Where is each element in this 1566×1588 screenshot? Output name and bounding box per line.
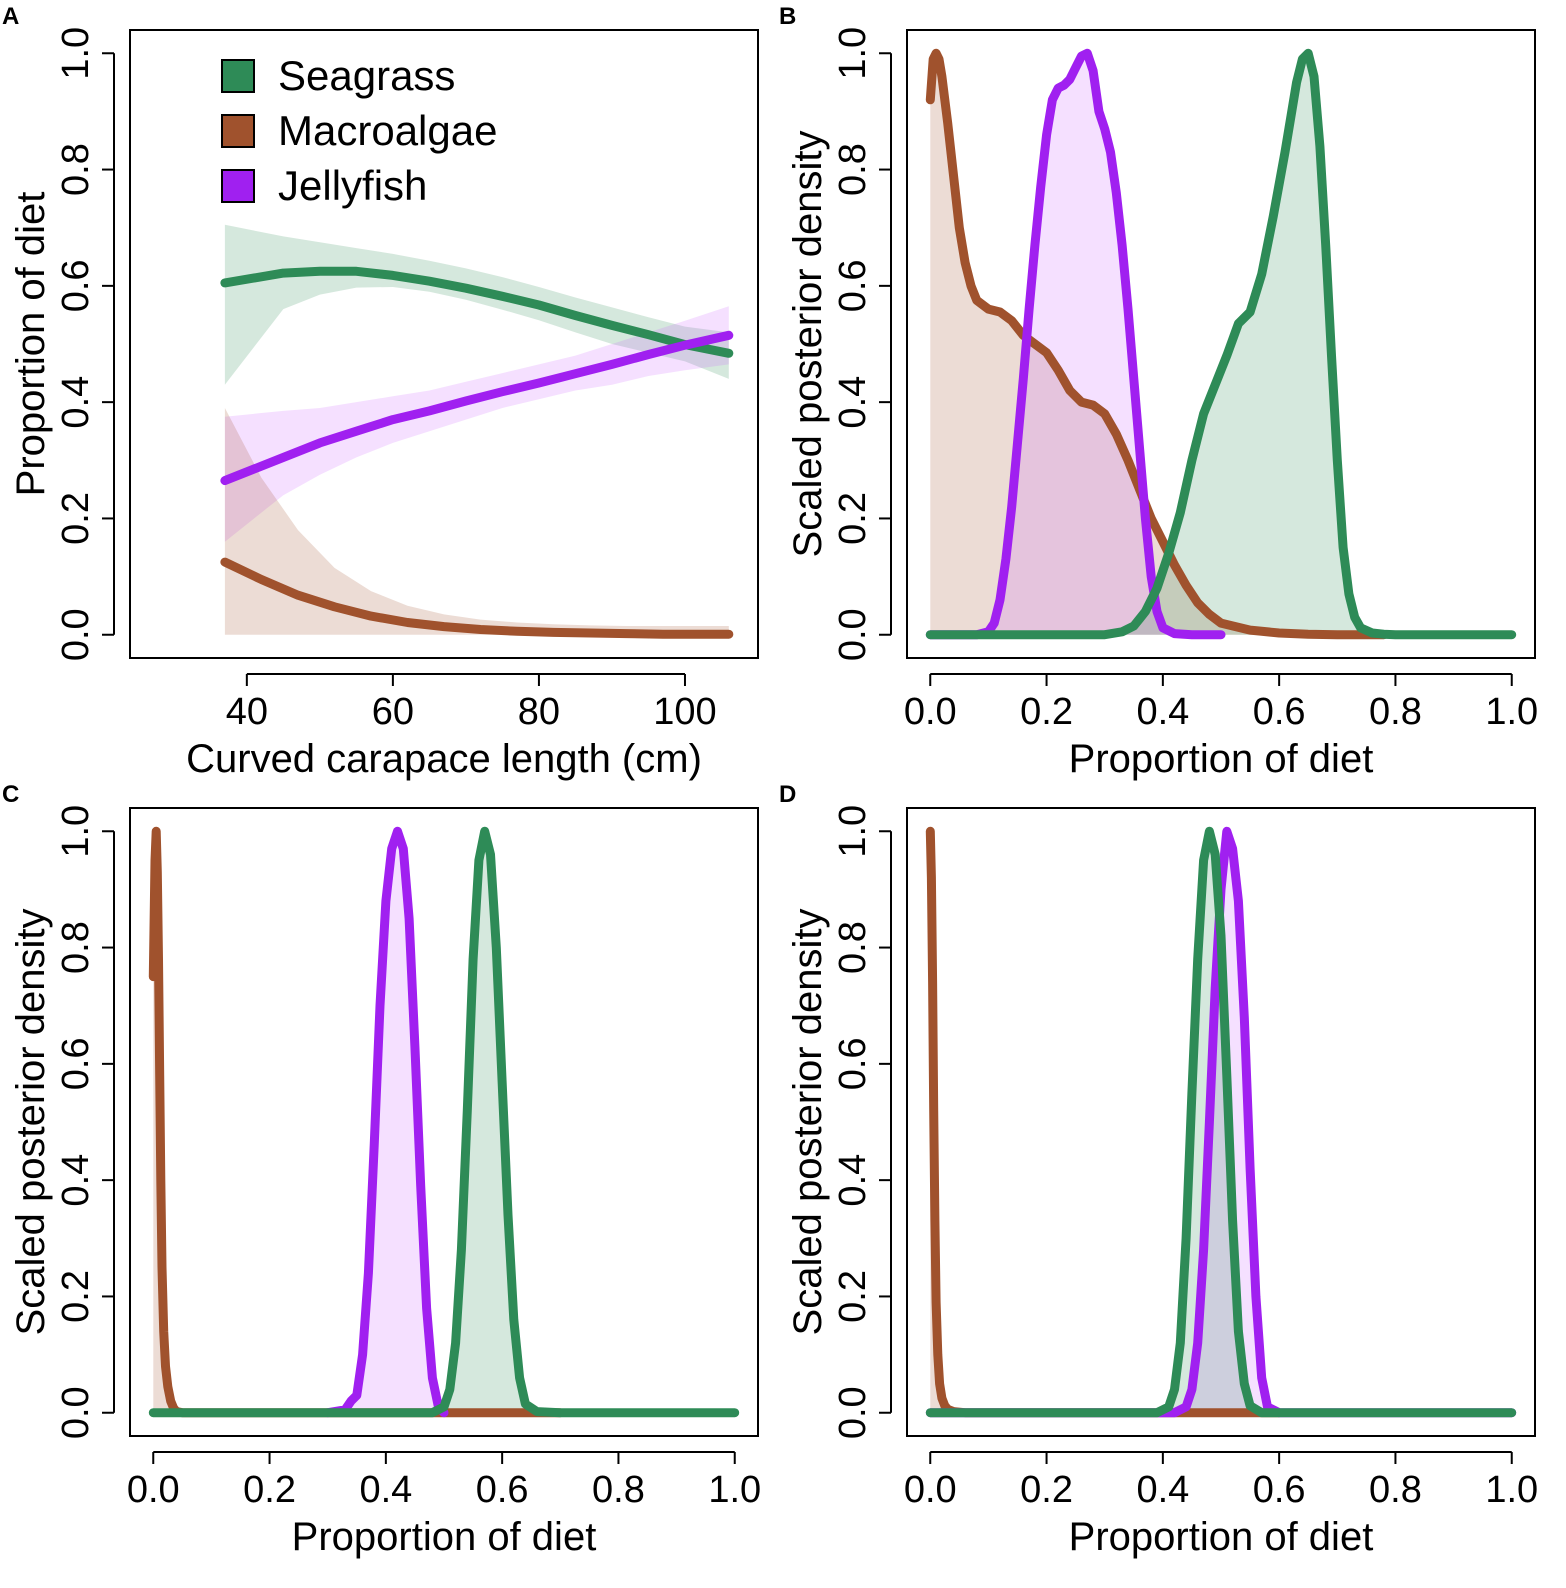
x-tick-label: 0.0 <box>904 691 957 733</box>
y-tick-label: 0.8 <box>55 143 97 196</box>
x-tick-label: 0.0 <box>127 1469 180 1511</box>
density-fill-seagrass <box>930 831 1512 1413</box>
y-axis-label: Scaled posterior density <box>9 909 53 1336</box>
panel-letter: B <box>779 3 796 30</box>
y-tick-label: 0.6 <box>55 259 97 312</box>
y-tick-label: 1.0 <box>55 805 97 858</box>
y-tick-label: 0.0 <box>832 608 874 661</box>
x-tick-label: 0.6 <box>476 1469 529 1511</box>
x-tick-label: 0.0 <box>904 1469 957 1511</box>
x-tick-label: 1.0 <box>1485 1469 1538 1511</box>
y-tick-label: 0.4 <box>832 376 874 429</box>
panel-d: D 0.0 0.2 0.4 0.6 0.8 1.0 Proportion of diet 0.0… <box>779 781 1538 1559</box>
y-tick-label: 1.0 <box>832 27 874 80</box>
x-tick-label: 0.2 <box>1020 691 1073 733</box>
series-line-seagrass <box>925 826 1517 1418</box>
x-tick-label: 0.4 <box>1136 1469 1189 1511</box>
density-fill-seagrass <box>930 53 1512 635</box>
x-axis-label: Proportion of diet <box>292 1515 597 1559</box>
ci-band-macroalgae <box>224 408 729 635</box>
plot-frame <box>129 29 759 659</box>
x-tick-label: 0.6 <box>1253 1469 1306 1511</box>
x-tick-label: 1.0 <box>708 1469 761 1511</box>
y-tick-label: 1.0 <box>55 27 97 80</box>
y-tick-label: 0.0 <box>55 608 97 661</box>
x-tick-label: 1.0 <box>1485 691 1538 733</box>
y-axis-label: Scaled posterior density <box>786 909 830 1336</box>
x-tick-label: 0.2 <box>1020 1469 1073 1511</box>
series-line-macroalgae <box>925 48 1389 640</box>
panel-b: B 0.0 0.2 0.4 0.6 0.8 1.0 Proportion of diet 0.0… <box>779 3 1538 781</box>
y-tick-label: 0.4 <box>832 1154 874 1207</box>
x-tick-label: 100 <box>653 691 716 733</box>
x-tick-label: 0.8 <box>1369 1469 1422 1511</box>
series-line-seagrass <box>925 48 1517 640</box>
density-fill-jellyfish <box>930 831 1512 1413</box>
y-tick-label: 0.2 <box>832 492 874 545</box>
x-tick-label: 0.4 <box>359 1469 412 1511</box>
y-tick-label: 0.0 <box>55 1386 97 1439</box>
x-axis-label: Curved carapace length (cm) <box>186 737 702 781</box>
x-tick-label: 0.8 <box>592 1469 645 1511</box>
ci-band-jellyfish <box>224 306 729 542</box>
series-line-seagrass <box>220 266 734 358</box>
series-line-jellyfish <box>925 48 1226 640</box>
x-tick-label: 80 <box>518 691 560 733</box>
panel-c: C 0.0 0.2 0.4 0.6 0.8 1.0 Proportion of diet 0.0… <box>2 781 761 1559</box>
y-axis-label: Scaled posterior density <box>786 131 830 558</box>
y-axis-label: Proportion of diet <box>9 192 53 497</box>
x-tick-label: 0.4 <box>1136 691 1189 733</box>
density-fill-macroalgae <box>930 53 1384 635</box>
density-fill-seagrass <box>153 831 735 1413</box>
legend-label-jellyfish: Jellyfish <box>278 162 427 209</box>
series-line-jellyfish <box>925 826 1517 1418</box>
legend: Seagrass Macroalgae Jellyfish <box>221 52 497 209</box>
panel-letter: D <box>779 781 796 808</box>
density-fill-jellyfish <box>930 53 1221 635</box>
y-tick-label: 0.8 <box>55 921 97 974</box>
y-tick-label: 0.6 <box>832 1037 874 1090</box>
legend-swatch-seagrass <box>221 59 255 93</box>
panel-letter: C <box>2 781 19 808</box>
y-tick-label: 1.0 <box>832 805 874 858</box>
y-tick-label: 0.2 <box>55 1270 97 1323</box>
y-tick-label: 0.2 <box>55 492 97 545</box>
y-tick-label: 0.6 <box>55 1037 97 1090</box>
y-tick-label: 0.2 <box>832 1270 874 1323</box>
panel-letter: A <box>2 3 19 30</box>
x-tick-label: 60 <box>372 691 414 733</box>
y-tick-label: 0.8 <box>832 143 874 196</box>
y-tick-label: 0.4 <box>55 376 97 429</box>
legend-swatch-jellyfish <box>221 169 255 203</box>
density-fill-jellyfish <box>327 831 444 1413</box>
plot-frame <box>906 807 1536 1437</box>
plot-frame <box>906 29 1536 659</box>
y-tick-label: 0.6 <box>832 259 874 312</box>
ci-band-seagrass <box>224 224 729 385</box>
series-line-macroalgae <box>220 557 734 639</box>
x-tick-label: 0.2 <box>243 1469 296 1511</box>
x-axis-label: Proportion of diet <box>1069 737 1374 781</box>
series-line-jellyfish <box>220 330 734 486</box>
legend-label-seagrass: Seagrass <box>278 52 455 99</box>
x-tick-label: 40 <box>226 691 268 733</box>
x-tick-label: 0.6 <box>1253 691 1306 733</box>
series-line-jellyfish <box>323 826 449 1418</box>
plot-frame <box>129 807 759 1437</box>
y-tick-label: 0.0 <box>832 1386 874 1439</box>
legend-swatch-macroalgae <box>221 114 255 148</box>
x-tick-label: 0.8 <box>1369 691 1422 733</box>
series-line-seagrass <box>148 826 740 1418</box>
y-tick-label: 0.8 <box>832 921 874 974</box>
legend-label-macroalgae: Macroalgae <box>278 107 497 154</box>
y-tick-label: 0.4 <box>55 1154 97 1207</box>
x-axis-label: Proportion of diet <box>1069 1515 1374 1559</box>
